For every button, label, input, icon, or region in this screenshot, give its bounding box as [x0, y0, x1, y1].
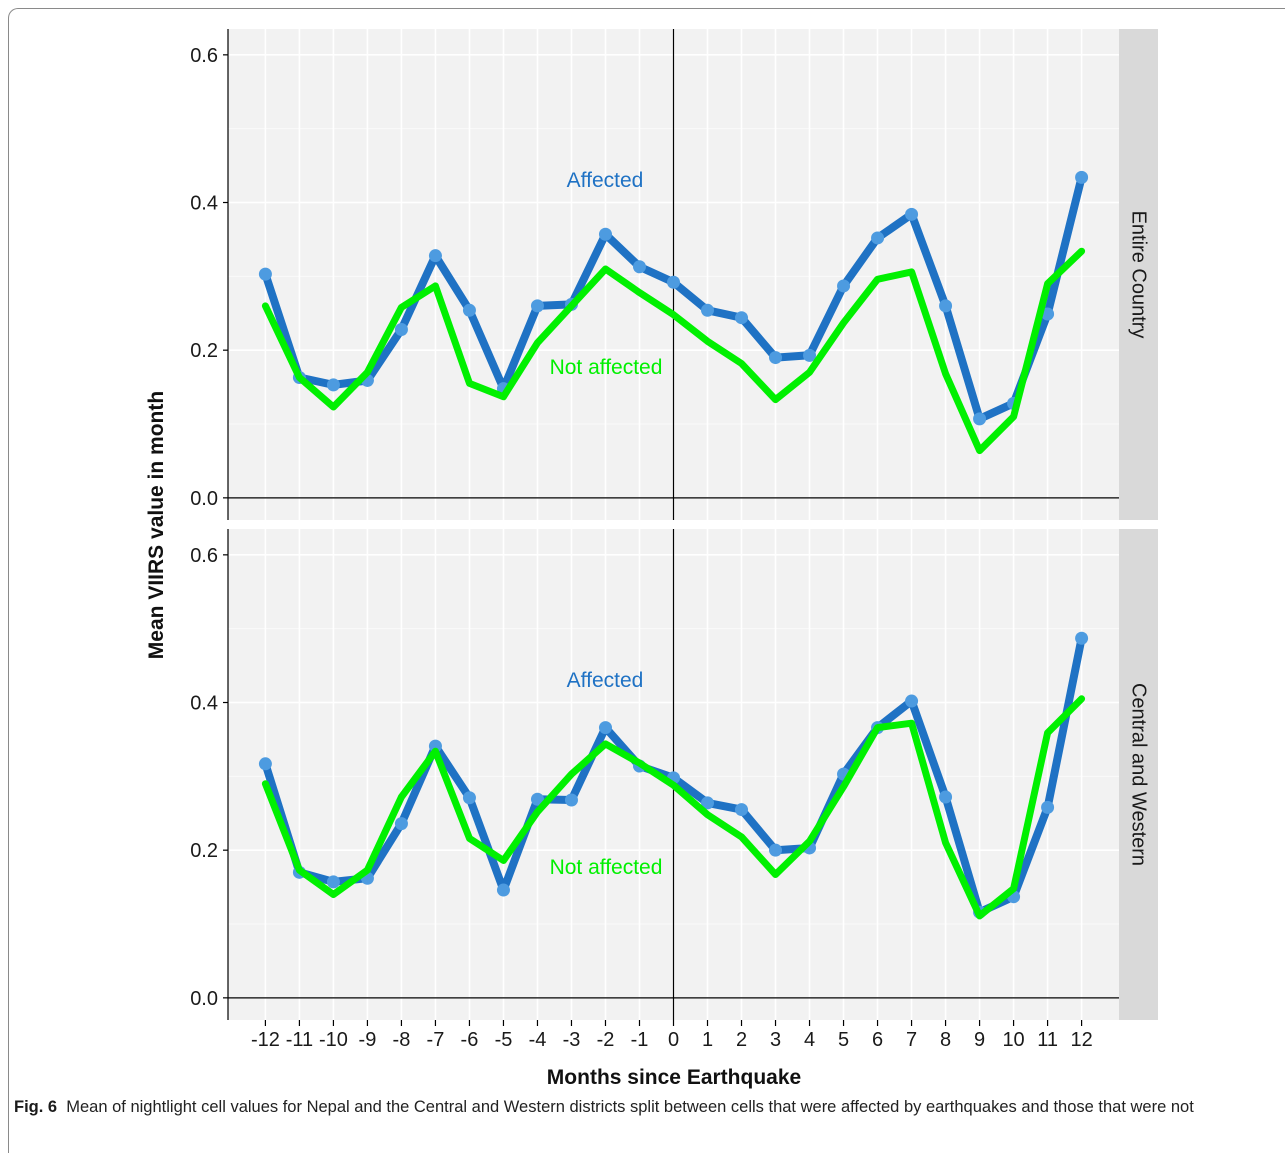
y-tick-label: 0.4 [190, 693, 218, 715]
affected-point [1075, 170, 1089, 184]
x-tick-label: -5 [495, 1029, 513, 1051]
affected-point [326, 378, 340, 392]
affected-point [769, 843, 783, 857]
affected-point [394, 817, 408, 831]
affected-point [326, 875, 340, 889]
affected-point [258, 267, 272, 281]
figure-caption: Fig. 6 Mean of nightlight cell values fo… [14, 1096, 1264, 1118]
faceted-line-chart: 0.0 0.2 0.4 0.6 Affected Not affected Entire C… [145, 29, 1158, 1089]
x-tick-label: -3 [563, 1029, 581, 1051]
affected-point [598, 721, 612, 735]
y-tick-label: 0.6 [190, 45, 218, 67]
x-tick-label: -6 [461, 1029, 479, 1051]
not-affected-label: Not affected [550, 856, 663, 879]
affected-point [701, 796, 715, 810]
affected-point [530, 299, 544, 313]
x-tick-label: 7 [906, 1029, 917, 1051]
series-not-affected [261, 247, 1086, 455]
affected-point [428, 249, 442, 263]
affected-point [735, 803, 749, 817]
x-axis: -12 -11 -10 -9 -8 -7 -6 -5 -4 -3 -2 -1 0 1 2 3 4 5 6 7 8 9 10 1… [251, 1020, 1093, 1051]
facet-strip-label: Central and Western [1128, 683, 1150, 866]
affected-point [1041, 800, 1055, 814]
x-tick-label: -4 [529, 1029, 547, 1051]
x-tick-label: 3 [770, 1029, 781, 1051]
y-tick-label: 0.4 [190, 193, 218, 215]
affected-point [394, 323, 408, 337]
x-tick-label: -11 [286, 1029, 313, 1051]
series-not-affected [261, 695, 1086, 920]
affected-point [939, 790, 953, 804]
affected-label: Affected [567, 669, 644, 692]
x-tick-label: 11 [1037, 1029, 1058, 1051]
affected-point [632, 260, 646, 274]
x-tick-label: -12 [251, 1029, 280, 1051]
figure-frame [8, 8, 1285, 1153]
x-tick-label: 8 [940, 1029, 951, 1051]
y-tick-label: 0.0 [190, 988, 218, 1010]
affected-point [564, 793, 578, 807]
x-tick-label: 5 [838, 1029, 849, 1051]
x-tick-label: 10 [1002, 1029, 1024, 1051]
affected-point [803, 348, 817, 362]
affected-point [905, 207, 919, 221]
affected-point [428, 739, 442, 753]
facet-strip [1119, 529, 1158, 1020]
x-tick-label: 6 [872, 1029, 883, 1051]
y-axis-title: Mean VIIRS value in month [145, 391, 168, 659]
affected-label: Affected [567, 169, 644, 192]
affected-point [1041, 307, 1055, 321]
panel-1: 0.0 0.2 0.4 0.6 Affected Not affected Entire C… [190, 29, 1158, 520]
affected-point [837, 279, 851, 293]
affected-point [258, 757, 272, 771]
facet-strip [1119, 29, 1158, 520]
y-tick-label: 0.6 [190, 545, 218, 567]
affected-point [769, 351, 783, 365]
not-affected-line [261, 695, 1086, 920]
affected-point [871, 231, 885, 245]
x-tick-label: -7 [427, 1029, 445, 1051]
affected-point [462, 791, 476, 805]
x-tick-label: 1 [702, 1029, 713, 1051]
affected-point [462, 303, 476, 317]
x-tick-label: 2 [736, 1029, 747, 1051]
figure-label: Fig. 6 [14, 1098, 58, 1116]
not-affected-line [261, 247, 1086, 455]
x-tick-label: -2 [597, 1029, 615, 1051]
not-affected-label: Not affected [550, 356, 663, 379]
affected-point [973, 412, 987, 426]
affected-point [496, 883, 510, 897]
y-tick-label: 0.2 [190, 840, 218, 862]
x-axis-title: Months since Earthquake [547, 1066, 801, 1089]
x-tick-label: 4 [804, 1029, 815, 1051]
x-tick-label: -9 [359, 1029, 377, 1051]
x-tick-label: -10 [319, 1029, 348, 1051]
x-tick-label: -8 [393, 1029, 411, 1051]
affected-point [598, 227, 612, 241]
affected-point [735, 311, 749, 325]
y-tick-label: 0.0 [190, 488, 218, 510]
x-tick-label: 9 [974, 1029, 985, 1051]
y-tick-label: 0.2 [190, 340, 218, 362]
affected-point [701, 303, 715, 317]
facet-strip-label: Entire Country [1128, 211, 1150, 339]
affected-point [530, 792, 544, 806]
affected-point [1075, 631, 1089, 645]
figure-caption-text: Mean of nightlight cell values for Nepal… [66, 1098, 1194, 1116]
affected-point [667, 275, 680, 289]
panel-2: 0.0 0.2 0.4 0.6 Affected Not affected Central … [190, 529, 1158, 1020]
x-tick-label: -1 [631, 1029, 649, 1051]
affected-point [905, 694, 919, 708]
affected-point [939, 299, 953, 313]
x-tick-label: 0 [668, 1029, 679, 1051]
x-tick-label: 12 [1070, 1029, 1092, 1051]
